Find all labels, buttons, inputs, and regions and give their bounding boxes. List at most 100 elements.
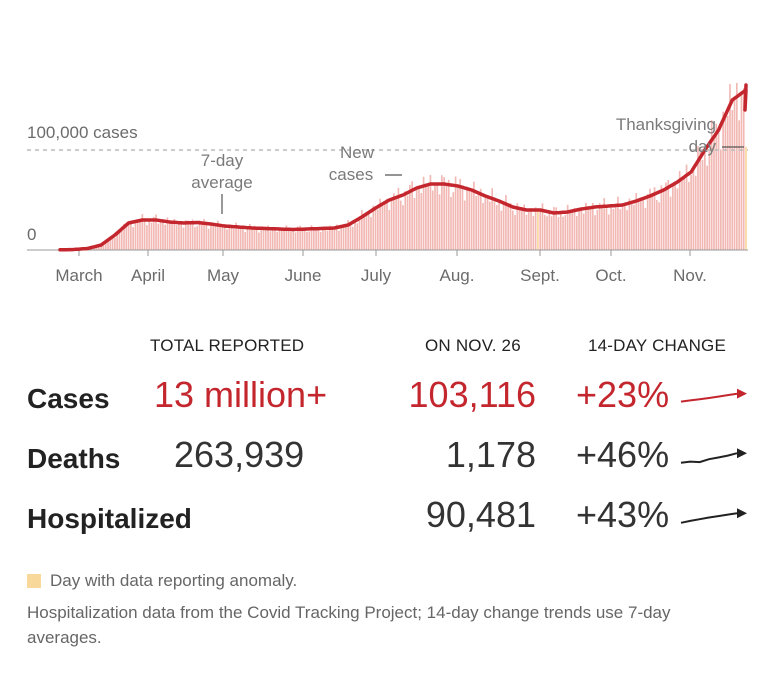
case-bar [292,229,295,250]
case-bar [390,198,393,250]
case-bar [349,222,352,250]
case-bar [104,239,107,250]
hospitalized-change: +43% [576,494,670,535]
case-bar [230,226,233,250]
case-bar [450,197,452,250]
case-bar [653,187,656,250]
deaths-total: 263,939 [174,434,305,475]
case-bar [610,205,612,250]
case-bar [704,146,706,250]
case-bar [239,228,242,250]
case-bar [139,220,141,250]
case-bar [333,227,336,250]
case-bar [543,214,546,250]
case-bar [294,232,297,250]
case-bar [722,111,724,250]
case-bar [434,184,436,250]
case-bar [511,210,514,250]
case-bar [310,225,313,250]
cases-change: +23% [576,374,670,415]
case-bar [674,183,676,250]
case-bar [285,225,288,250]
case-bar [322,227,324,250]
sparkline-path [680,452,738,464]
case-bar [623,203,626,250]
case-bar [441,175,443,250]
case-bar [665,182,667,250]
case-bar [395,197,397,250]
case-bar [431,190,434,250]
case-bar [681,180,683,250]
case-bar [184,220,187,250]
case-bar [491,188,494,250]
case-bar [587,207,590,250]
case-bar [180,222,183,250]
case-bar [200,223,203,250]
case-bar [296,226,299,250]
case-bar [667,180,670,250]
case-bar [678,171,681,250]
case-bar [507,206,510,250]
case-bar [203,219,205,250]
row-label-hospitalized: Hospitalized [27,503,192,534]
case-bar [301,230,304,250]
case-bar [271,228,274,250]
case-bar [182,227,185,250]
case-bar [676,188,679,250]
case-bar [214,225,217,250]
case-bar [328,225,331,250]
case-bar [299,225,301,250]
case-bar [120,230,123,250]
case-bar [710,120,713,251]
case-bar [502,201,505,250]
footnote: Hospitalization data from the Covid Trac… [27,603,671,647]
case-bar [280,229,283,250]
x-tick-label: July [361,266,392,285]
case-bar [486,196,489,250]
case-bar [626,210,628,250]
case-bar [388,209,391,250]
annotation-thanksgiving-line1: Thanksgiving [616,115,716,134]
case-bar [399,200,402,250]
case-bar [683,178,686,250]
case-bar [159,220,162,250]
case-bar [228,225,231,250]
case-bar [717,129,720,250]
case-bar [356,223,359,250]
case-bar [255,229,258,250]
case-bars [59,82,747,251]
case-bar [269,231,272,250]
case-bar [267,225,269,250]
case-bar [603,198,606,250]
case-bar [342,225,345,250]
case-bar [109,237,112,250]
case-bar [457,186,459,250]
case-bar [235,222,237,250]
case-bar [518,208,521,250]
case-bar [363,217,365,250]
sparkline-arrowhead [737,508,747,519]
case-bar [331,228,333,250]
hospitalized-trend-sparkline [680,508,747,524]
case-bar [136,219,139,250]
case-bar [509,203,512,250]
case-bar [715,123,718,250]
case-bar [260,226,263,250]
sparkline-path [680,392,738,403]
case-bar [370,217,372,250]
case-bar [287,230,290,250]
x-tick-label: Oct. [595,266,626,285]
case-bar [242,226,244,250]
case-bar [514,215,516,250]
case-bar [454,176,457,250]
case-bar [232,229,235,250]
case-bar [571,210,574,250]
case-bar [578,207,580,250]
case-bar [143,221,146,250]
case-bar [605,205,608,250]
case-bar [582,213,585,250]
case-bar [596,209,599,250]
case-bar [539,210,542,250]
case-bar [125,226,128,250]
case-bar [178,222,180,250]
